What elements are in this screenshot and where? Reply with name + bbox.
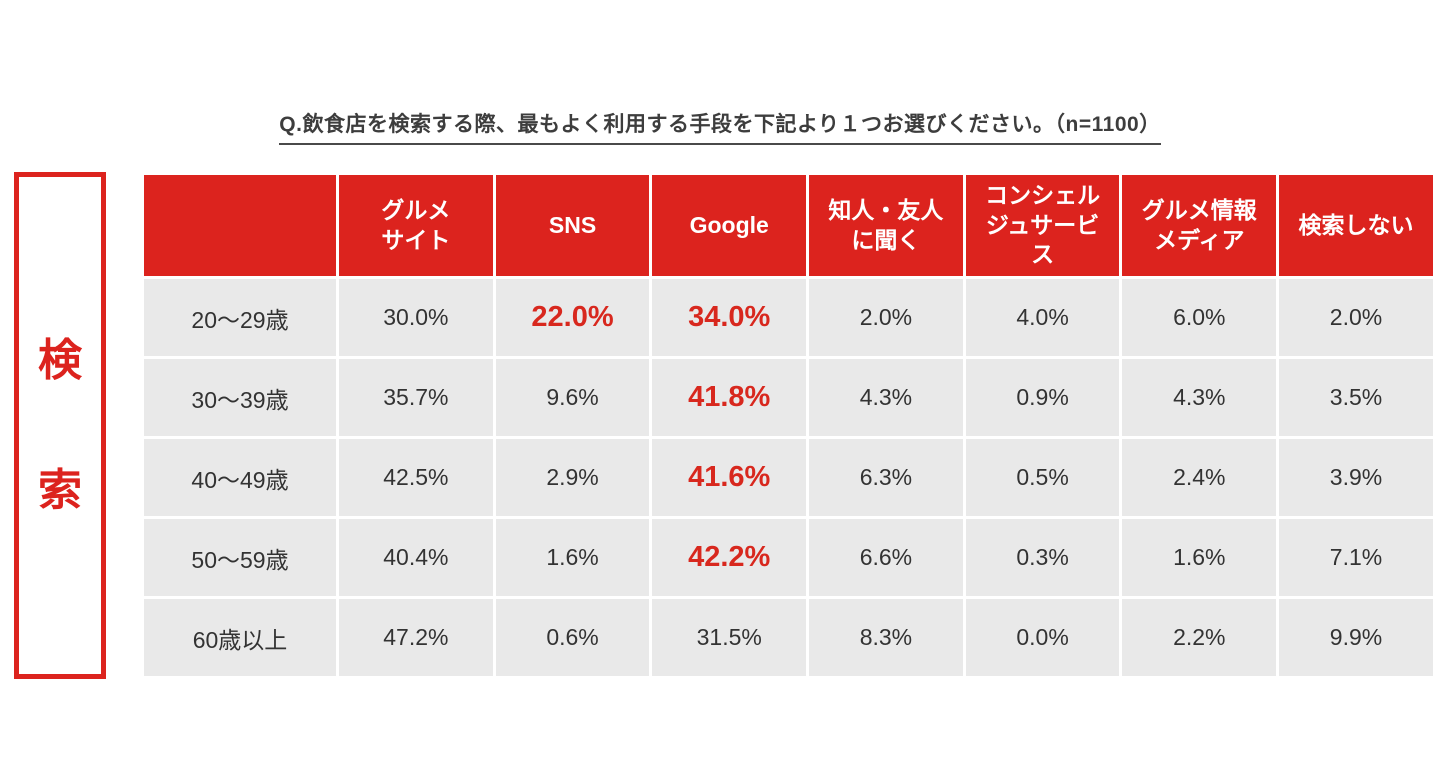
table-row: 60歳以上 47.2% 0.6% 31.5% 8.3% 0.0% 2.2% 9.9% <box>141 596 1436 679</box>
content-area: 検 索 グルメ サイト SNS Google 知人・友人 に聞く コンシェル ジュサービ… <box>14 172 1440 679</box>
value-cell: 9.9% <box>1276 596 1436 679</box>
value-cell-highlighted: 41.6% <box>649 436 810 519</box>
value-cell: 0.6% <box>492 596 653 679</box>
column-header: グルメ情報 メディア <box>1119 172 1280 279</box>
column-header: SNS <box>492 172 653 279</box>
value-cell: 0.3% <box>962 516 1123 599</box>
value-cell: 3.9% <box>1276 436 1436 519</box>
column-header: グルメ サイト <box>336 172 496 279</box>
vertical-label-char-2: 索 <box>38 465 82 515</box>
table-row: 30〜39歳 35.7% 9.6% 41.8% 4.3% 0.9% 4.3% 3.5% <box>141 356 1436 439</box>
value-cell: 4.3% <box>806 356 966 439</box>
value-cell: 1.6% <box>1119 516 1280 599</box>
value-cell-highlighted: 41.8% <box>649 356 810 439</box>
value-cell: 0.5% <box>962 436 1123 519</box>
column-header: コンシェル ジュサービ ス <box>962 172 1123 279</box>
row-label: 20〜29歳 <box>141 276 339 359</box>
column-header: Google <box>649 172 810 279</box>
value-cell-highlighted: 42.2% <box>649 516 810 599</box>
header-row: グルメ サイト SNS Google 知人・友人 に聞く コンシェル ジュサービ スグル… <box>141 172 1436 279</box>
value-cell-highlighted: 22.0% <box>492 276 653 359</box>
value-cell: 4.0% <box>962 276 1123 359</box>
value-cell: 2.4% <box>1119 436 1280 519</box>
column-header: 検索しない <box>1276 172 1436 279</box>
value-cell: 7.1% <box>1276 516 1436 599</box>
value-cell: 2.0% <box>806 276 966 359</box>
page-title: Q.飲食店を検索する際、最もよく利用する手段を下記より１つお選びください。（n=… <box>279 108 1161 145</box>
row-label: 30〜39歳 <box>141 356 339 439</box>
vertical-label-char-1: 検 <box>38 335 82 385</box>
corner-cell <box>141 172 339 279</box>
table-row: 50〜59歳 40.4% 1.6% 42.2% 6.6% 0.3% 1.6% 7.1% <box>141 516 1436 599</box>
row-label: 50〜59歳 <box>141 516 339 599</box>
value-cell: 35.7% <box>336 356 496 439</box>
value-cell: 1.6% <box>492 516 653 599</box>
value-cell: 9.6% <box>492 356 653 439</box>
title-row: Q.飲食店を検索する際、最もよく利用する手段を下記より１つお選びください。（n=… <box>0 0 1440 145</box>
value-cell: 30.0% <box>336 276 496 359</box>
value-cell: 6.6% <box>806 516 966 599</box>
value-cell: 47.2% <box>336 596 496 679</box>
value-cell: 4.3% <box>1119 356 1280 439</box>
value-cell: 3.5% <box>1276 356 1436 439</box>
value-cell: 6.3% <box>806 436 966 519</box>
table-wrapper: グルメ サイト SNS Google 知人・友人 に聞く コンシェル ジュサービ スグル… <box>141 172 1436 679</box>
row-label: 60歳以上 <box>141 596 339 679</box>
value-cell: 8.3% <box>806 596 966 679</box>
value-cell: 31.5% <box>649 596 810 679</box>
column-header: 知人・友人 に聞く <box>806 172 966 279</box>
row-label: 40〜49歳 <box>141 436 339 519</box>
vertical-search-label: 検 索 <box>14 172 106 679</box>
value-cell: 6.0% <box>1119 276 1280 359</box>
value-cell: 2.2% <box>1119 596 1280 679</box>
value-cell: 2.9% <box>492 436 653 519</box>
value-cell: 0.9% <box>962 356 1123 439</box>
value-cell: 2.0% <box>1276 276 1436 359</box>
table-row: 40〜49歳 42.5% 2.9% 41.6% 6.3% 0.5% 2.4% 3.9% <box>141 436 1436 519</box>
survey-results-table: グルメ サイト SNS Google 知人・友人 に聞く コンシェル ジュサービ スグル… <box>141 172 1436 679</box>
value-cell: 42.5% <box>336 436 496 519</box>
table-row: 20〜29歳 30.0% 22.0% 34.0% 2.0% 4.0% 6.0% 2.0% <box>141 276 1436 359</box>
value-cell: 0.0% <box>962 596 1123 679</box>
value-cell-highlighted: 34.0% <box>649 276 810 359</box>
value-cell: 40.4% <box>336 516 496 599</box>
